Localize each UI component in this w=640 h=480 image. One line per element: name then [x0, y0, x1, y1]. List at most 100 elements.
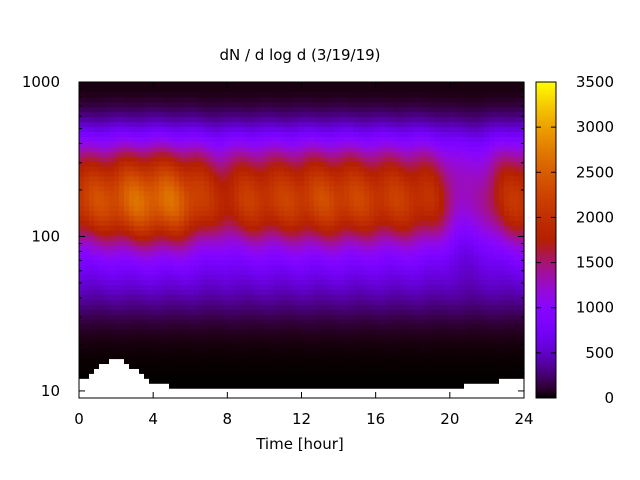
- heatmap-cell: [384, 269, 390, 276]
- heatmap-cell: [164, 91, 170, 98]
- heatmap-cell: [184, 259, 190, 266]
- heatmap-cell: [354, 136, 360, 142]
- heatmap-cell: [99, 323, 105, 330]
- heatmap-cell: [354, 304, 360, 310]
- heatmap-cell: [314, 156, 320, 162]
- heatmap-cell: [414, 333, 420, 340]
- heatmap-cell: [304, 200, 310, 207]
- heatmap-cell: [394, 254, 400, 261]
- heatmap-cell: [329, 254, 335, 261]
- heatmap-cell: [344, 343, 350, 350]
- heatmap-cell: [104, 368, 110, 374]
- heatmap-cell: [254, 200, 260, 207]
- heatmap-cell: [234, 309, 240, 315]
- heatmap-cell: [444, 388, 450, 394]
- heatmap-cell: [259, 215, 265, 221]
- heatmap-cell: [379, 319, 385, 325]
- heatmap-cell: [354, 190, 360, 197]
- heatmap-cell: [394, 348, 400, 355]
- heatmap-cell: [164, 131, 170, 137]
- heatmap-cell: [354, 151, 360, 157]
- heatmap-cell: [369, 249, 375, 256]
- heatmap-cell: [434, 264, 440, 271]
- heatmap-cell: [354, 185, 360, 192]
- heatmap-cell: [454, 368, 460, 374]
- heatmap-cell: [429, 175, 435, 182]
- heatmap-cell: [324, 82, 330, 88]
- heatmap-cell: [404, 165, 410, 172]
- heatmap-cell: [369, 383, 375, 389]
- heatmap-cell: [299, 333, 305, 340]
- heatmap-cell: [274, 348, 280, 355]
- heatmap-cell: [339, 388, 345, 394]
- heatmap-cell: [289, 156, 295, 162]
- heatmap-cell: [369, 358, 375, 365]
- heatmap-cell: [229, 254, 235, 261]
- heatmap-cell: [274, 269, 280, 276]
- heatmap-cell: [459, 156, 465, 162]
- heatmap-cell: [339, 259, 345, 266]
- heatmap-cell: [234, 235, 240, 241]
- heatmap-cell: [159, 106, 165, 113]
- heatmap-cell: [354, 101, 360, 108]
- heatmap-cell: [219, 348, 225, 355]
- heatmap-cell: [419, 333, 425, 340]
- heatmap-cell: [134, 393, 140, 399]
- heatmap-cell: [259, 195, 265, 202]
- heatmap-cell: [264, 126, 270, 132]
- heatmap-cell: [344, 240, 350, 246]
- heatmap-cell: [179, 314, 185, 320]
- heatmap-cell: [119, 269, 125, 276]
- heatmap-cell: [249, 249, 255, 256]
- heatmap-cell: [124, 235, 130, 241]
- heatmap-cell: [184, 220, 190, 226]
- heatmap-cell: [284, 254, 290, 261]
- heatmap-cell: [239, 205, 245, 211]
- heatmap-cell: [444, 259, 450, 266]
- heatmap-cell: [259, 269, 265, 276]
- heatmap-cell: [304, 210, 310, 216]
- heatmap-cell: [459, 314, 465, 320]
- heatmap-cell: [339, 200, 345, 207]
- heatmap-cell: [139, 215, 145, 221]
- heatmap-cell: [299, 230, 305, 236]
- heatmap-cell: [359, 175, 365, 182]
- heatmap-cell: [154, 274, 160, 281]
- heatmap-cell: [384, 284, 390, 290]
- heatmap-cell: [399, 230, 405, 236]
- heatmap-cell: [224, 210, 230, 216]
- heatmap-cell: [259, 156, 265, 162]
- heatmap-cell: [199, 274, 205, 281]
- heatmap-cell: [124, 269, 130, 276]
- heatmap-cell: [249, 200, 255, 207]
- heatmap-cell: [264, 210, 270, 216]
- heatmap-cell: [319, 225, 325, 231]
- heatmap-cell: [319, 200, 325, 207]
- heatmap-cell: [264, 254, 270, 261]
- heatmap-cell: [79, 180, 85, 187]
- heatmap-cell: [414, 235, 420, 241]
- heatmap-cell: [184, 180, 190, 187]
- heatmap-cell: [299, 314, 305, 320]
- heatmap-cell: [229, 165, 235, 172]
- heatmap-cell: [379, 180, 385, 187]
- heatmap-cell: [459, 136, 465, 142]
- heatmap-cell: [179, 101, 185, 108]
- heatmap-cell: [144, 368, 150, 374]
- heatmap-cell: [164, 284, 170, 290]
- heatmap-cell: [454, 299, 460, 305]
- heatmap-cell: [149, 309, 155, 315]
- heatmap-cell: [364, 82, 370, 88]
- heatmap-cell: [199, 309, 205, 315]
- heatmap-cell: [404, 343, 410, 350]
- heatmap-cell: [349, 126, 355, 132]
- heatmap-cell: [244, 111, 250, 118]
- heatmap-cell: [334, 151, 340, 157]
- heatmap-cell: [159, 319, 165, 325]
- heatmap-cell: [374, 289, 380, 295]
- heatmap-cell: [379, 220, 385, 226]
- heatmap-cell: [304, 383, 310, 389]
- heatmap-cell: [229, 170, 235, 177]
- heatmap-cell: [414, 343, 420, 350]
- heatmap-cell: [184, 141, 190, 147]
